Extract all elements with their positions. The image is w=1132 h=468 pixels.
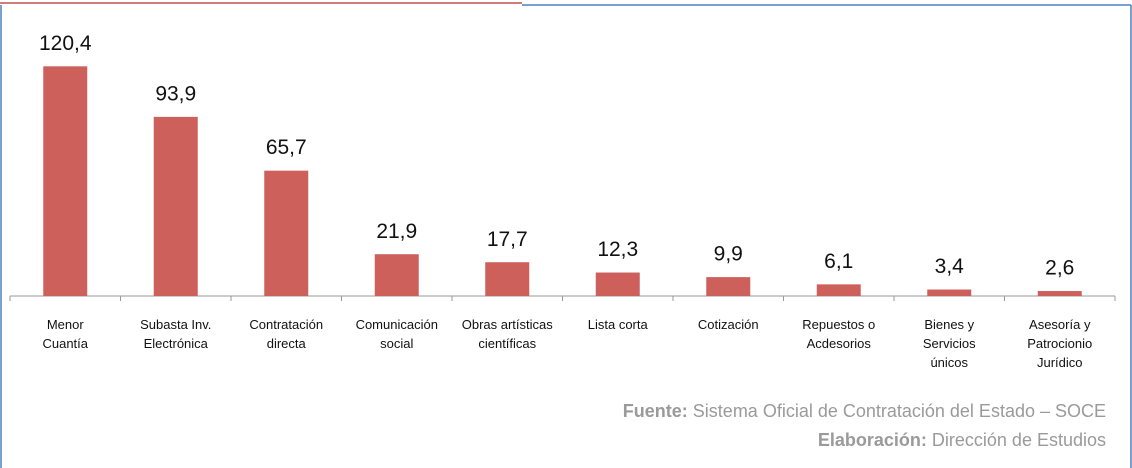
bar	[927, 289, 972, 296]
x-tick-label-line: Patrocionio	[1027, 336, 1092, 351]
value-label: 21,9	[376, 220, 417, 243]
x-tick-label: Subasta Inv. Electrónica	[140, 317, 211, 351]
x-tick-label-line: Asesoría y	[1029, 317, 1091, 332]
x-tick-label-line: Acdesorios	[807, 336, 872, 351]
value-label: 12,3	[597, 238, 638, 261]
source: Fuente: Sistema Oficial de Contratación …	[623, 401, 1106, 421]
value-label: 9,9	[714, 243, 743, 266]
value-label: 93,9	[155, 82, 196, 105]
bar	[816, 284, 861, 296]
x-tick-label: Cotización	[698, 317, 759, 332]
credit-label: Elaboración:	[818, 430, 927, 450]
source-text: Sistema Oficial de Contratación del Esta…	[693, 401, 1106, 421]
value-label: 17,7	[487, 228, 528, 251]
x-tick-label-line: Obras artísticas	[462, 317, 554, 332]
credit: Elaboración: Dirección de Estudios	[818, 430, 1106, 450]
x-tick-label-line: Cotización	[698, 317, 759, 332]
x-tick-label: Lista corta	[588, 317, 649, 332]
x-tick-label-line: social	[380, 336, 413, 351]
value-label: 6,1	[824, 250, 853, 273]
x-tick-label-line: Contratación	[249, 317, 323, 332]
bar	[374, 254, 419, 296]
value-label: 3,4	[935, 255, 965, 278]
x-tick-label-line: Bienes y	[924, 317, 974, 332]
x-tick-label-line: Repuestos o	[802, 317, 875, 332]
x-tick-label-line: Subasta Inv.	[140, 317, 211, 332]
x-tick-label: Menor Cuantía	[42, 317, 88, 351]
x-tick-label-line: directa	[267, 336, 307, 351]
bar	[485, 262, 530, 296]
x-tick-label: Contratación directa	[249, 317, 323, 351]
value-label: 65,7	[266, 136, 307, 159]
bar	[1037, 291, 1082, 296]
x-tick-label-line: Jurídico	[1037, 355, 1083, 370]
x-tick-label-line: científicas	[478, 336, 536, 351]
bar	[706, 277, 751, 296]
x-tick-label: Comunicación social	[356, 317, 438, 351]
value-label: 2,6	[1045, 257, 1074, 280]
x-tick-label-line: Cuantía	[42, 336, 88, 351]
bar	[264, 170, 309, 296]
x-tick-label-line: Lista corta	[588, 317, 649, 332]
x-tick-label-line: Comunicación	[356, 317, 438, 332]
x-tick-label-line: únicos	[930, 355, 968, 370]
bar	[153, 116, 198, 296]
bar	[43, 66, 88, 296]
x-tick-label: Asesoría y Patrocionio Jurídico	[1027, 317, 1092, 370]
x-tick-label-line: Menor	[47, 317, 85, 332]
x-tick-label: Bienes y Servicios únicos	[923, 317, 976, 370]
bar	[595, 272, 640, 296]
x-tick-label-line: Servicios	[923, 336, 976, 351]
credit-text: Dirección de Estudios	[932, 430, 1106, 450]
x-tick-label: Obras artísticas científicas	[462, 317, 554, 351]
x-tick-label: Repuestos o Acdesorios	[802, 317, 875, 351]
source-label: Fuente:	[623, 401, 688, 421]
value-label: 120,4	[39, 32, 92, 55]
x-tick-label-line: Electrónica	[144, 336, 209, 351]
